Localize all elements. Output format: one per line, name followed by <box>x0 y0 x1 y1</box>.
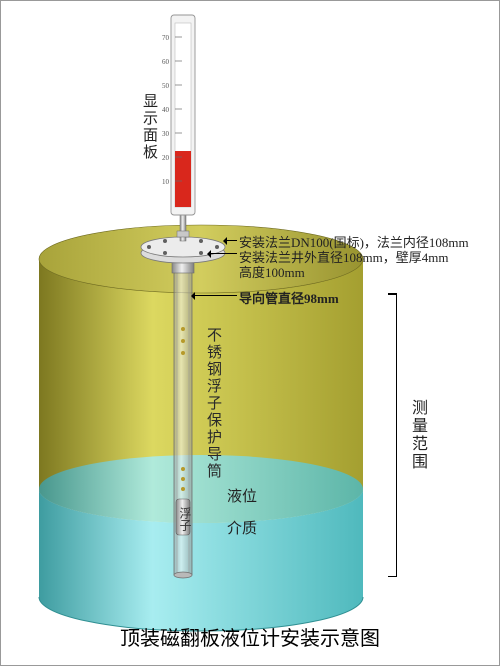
label-medium: 介质 <box>227 517 257 538</box>
svg-text:50: 50 <box>162 82 170 90</box>
label-guide-diameter: 导向管直径98mm <box>239 288 339 307</box>
arrow-flange-1 <box>225 240 237 241</box>
label-protective-tube: 不锈钢浮子保护导筒 <box>203 327 224 480</box>
arrow-flange-2 <box>209 253 237 254</box>
svg-text:10: 10 <box>162 178 170 186</box>
label-display-panel: 显示面板 <box>139 93 160 161</box>
tank-cylinder: 70 60 50 40 30 20 10 <box>1 1 500 667</box>
svg-text:20: 20 <box>162 154 170 162</box>
bracket-measure-range <box>389 293 397 577</box>
label-measure-range: 测量范围 <box>405 399 429 471</box>
svg-text:40: 40 <box>162 106 170 114</box>
label-liquid-level: 液位 <box>227 485 257 506</box>
indicator-panel: 70 60 50 40 30 20 10 <box>162 15 195 215</box>
label-flange-line3: 高度100mm <box>239 262 305 281</box>
diagram-caption: 顶装磁翻板液位计安装示意图 <box>1 622 499 651</box>
svg-text:30: 30 <box>162 130 170 138</box>
svg-text:70: 70 <box>162 34 170 42</box>
diagram-canvas: 70 60 50 40 30 20 10 显示面板 安装法兰DN100(国标)，… <box>1 1 499 665</box>
label-float: 浮子 <box>177 507 194 531</box>
arrow-guide-diameter <box>193 295 237 296</box>
svg-text:60: 60 <box>162 58 170 66</box>
